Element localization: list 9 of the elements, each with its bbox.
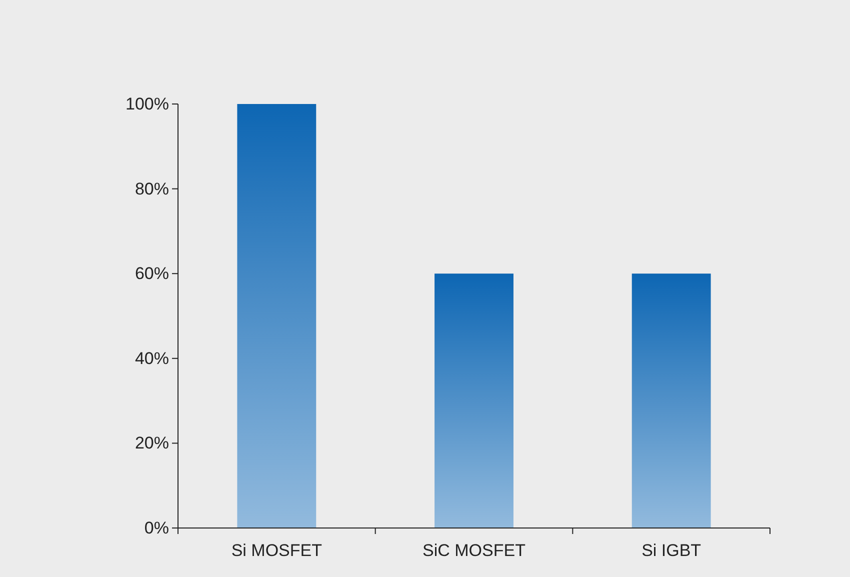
y-tick-label: 80% [134,179,169,198]
y-tick-label: 60% [134,264,169,284]
y-tick-label: 0% [144,518,169,538]
x-tick-label: Si IGBT [642,541,702,560]
y-tick-label: 40% [134,348,169,368]
x-tick-label: SiC MOSFET [422,541,526,560]
y-tick-label: 20% [134,434,169,453]
y-tick-label: 100% [126,94,169,114]
x-tick-label: Si MOSFET [231,541,322,560]
